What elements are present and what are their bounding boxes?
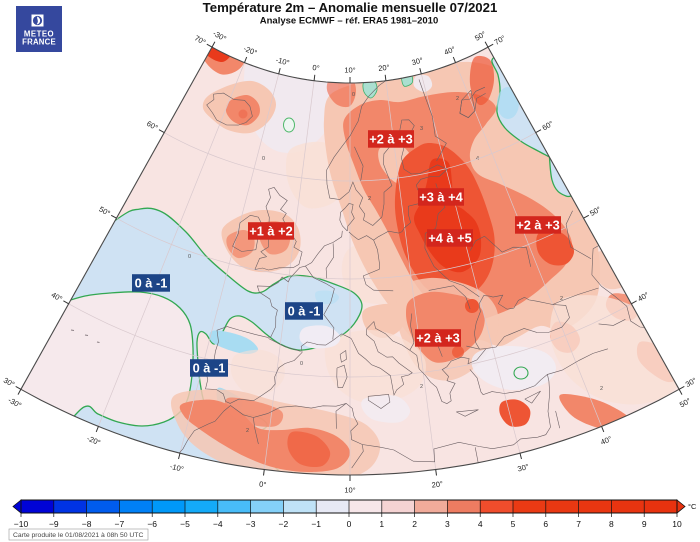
svg-text:FRANCE: FRANCE — [22, 38, 56, 47]
svg-text:−3: −3 — [246, 519, 256, 529]
svg-text:0°: 0° — [259, 480, 267, 490]
svg-text:°C: °C — [688, 502, 697, 511]
svg-text:3: 3 — [445, 519, 450, 529]
svg-text:30°: 30° — [411, 56, 424, 68]
svg-text:-10°: -10° — [275, 55, 291, 67]
svg-text:0 à -1: 0 à -1 — [288, 304, 321, 319]
svg-text:−5: −5 — [180, 519, 190, 529]
svg-text:3: 3 — [420, 126, 423, 132]
svg-text:2: 2 — [412, 519, 417, 529]
svg-text:0°: 0° — [312, 63, 320, 73]
svg-text:20°: 20° — [431, 479, 443, 489]
svg-text:+3 à +4: +3 à +4 — [419, 190, 463, 205]
svg-text:2: 2 — [456, 96, 459, 102]
svg-text:0 à -1: 0 à -1 — [135, 276, 168, 291]
svg-text:7: 7 — [576, 519, 581, 529]
svg-text:+2 à +3: +2 à +3 — [516, 218, 559, 233]
svg-text:10°: 10° — [344, 66, 355, 75]
svg-text:5: 5 — [511, 519, 516, 529]
svg-text:40°: 40° — [443, 44, 457, 57]
svg-text:0: 0 — [347, 519, 352, 529]
svg-text:−2: −2 — [279, 519, 289, 529]
svg-text:0: 0 — [300, 361, 303, 367]
svg-text:2: 2 — [600, 386, 603, 392]
svg-text:8: 8 — [609, 519, 614, 529]
svg-text:1: 1 — [379, 519, 384, 529]
svg-text:+1 à +2: +1 à +2 — [249, 224, 292, 239]
svg-text:30°: 30° — [517, 462, 530, 474]
svg-text:2: 2 — [246, 428, 249, 434]
svg-text:METEO: METEO — [24, 30, 54, 39]
svg-text:9: 9 — [642, 519, 647, 529]
svg-text:0 à -1: 0 à -1 — [193, 361, 226, 376]
svg-text:20°: 20° — [378, 63, 390, 73]
svg-text:2: 2 — [420, 384, 423, 390]
svg-text:+4 à +5: +4 à +5 — [428, 231, 471, 246]
svg-text:Température 2m – Anomalie mens: Température 2m – Anomalie mensuelle 07/2… — [203, 0, 498, 15]
svg-text:−10: −10 — [14, 519, 29, 529]
svg-text:6: 6 — [543, 519, 548, 529]
svg-text:40°: 40° — [599, 434, 613, 447]
svg-text:10: 10 — [672, 519, 682, 529]
svg-text:Analyse ECMWF – réf. ERA5 1981: Analyse ECMWF – réf. ERA5 1981–2010 — [260, 16, 438, 27]
svg-text:Carte produite le 01/08/2021 à: Carte produite le 01/08/2021 à 08h 50 UT… — [13, 532, 143, 539]
svg-text:-10°: -10° — [169, 462, 185, 474]
svg-text:0: 0 — [262, 156, 265, 162]
svg-text:10°: 10° — [344, 486, 355, 495]
svg-text:−7: −7 — [115, 519, 125, 529]
svg-text:−8: −8 — [82, 519, 92, 529]
svg-text:+2 à +3: +2 à +3 — [369, 132, 412, 147]
svg-text:−6: −6 — [147, 519, 157, 529]
svg-text:+2 à +3: +2 à +3 — [416, 331, 459, 346]
svg-text:2: 2 — [560, 296, 563, 302]
svg-text:−1: −1 — [311, 519, 321, 529]
svg-text:0: 0 — [352, 92, 355, 98]
svg-text:−4: −4 — [213, 519, 223, 529]
svg-text:0: 0 — [188, 254, 191, 260]
svg-text:−9: −9 — [49, 519, 59, 529]
svg-text:2: 2 — [368, 196, 371, 202]
svg-text:4: 4 — [478, 519, 483, 529]
